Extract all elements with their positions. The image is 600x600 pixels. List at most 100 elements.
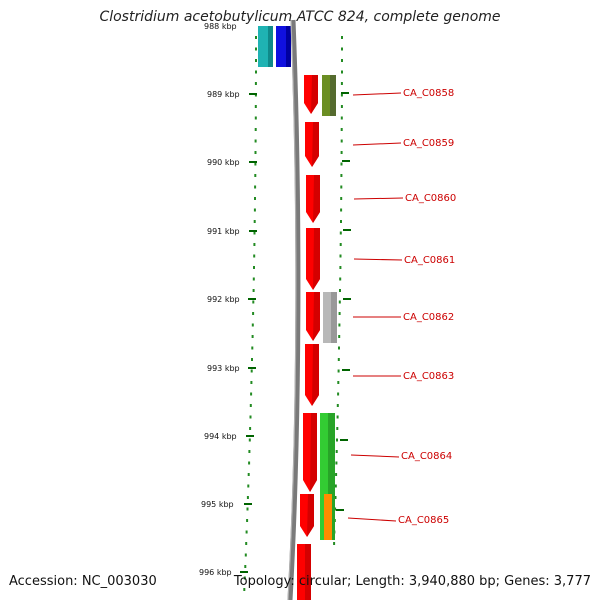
- axis-dot: [254, 151, 257, 154]
- gene-labels: CA_C0858 CA_C0859 CA_C0860 CA_C0861 CA_C…: [347, 88, 456, 526]
- axis-dot: [334, 484, 337, 488]
- axis-dot: [254, 116, 257, 120]
- axis-dot: [254, 185, 257, 189]
- axis-dot: [337, 369, 340, 373]
- scale-label: 990 kbp: [207, 158, 240, 167]
- gene-label-ca-c0865[interactable]: CA_C0865: [398, 515, 449, 526]
- axis-dot: [246, 507, 249, 511]
- feature-orange[interactable]: [324, 494, 332, 540]
- genome-backbone: [287, 19, 301, 600]
- axis-dot: [337, 381, 340, 384]
- axis-dot: [243, 588, 246, 591]
- axis-dot: [243, 576, 246, 580]
- gene-label-ca-c0864[interactable]: CA_C0864: [401, 451, 452, 462]
- gene-label-ca-c0862[interactable]: CA_C0862: [403, 312, 454, 323]
- axis-dot: [250, 381, 253, 384]
- axis-dot: [340, 151, 343, 154]
- gene-label-ca-c0858[interactable]: CA_C0858: [403, 88, 454, 99]
- axis-dot: [340, 162, 343, 166]
- scale-label: 988 kbp: [204, 22, 237, 31]
- axis-dot: [340, 197, 343, 200]
- axis-dot: [248, 438, 251, 442]
- axis-dot: [255, 47, 257, 51]
- axis-dot: [339, 231, 342, 235]
- topology-label: Topology: circular; Length: 3,940,880 bp…: [233, 574, 591, 589]
- axis-dot: [340, 185, 343, 189]
- axis-dot: [255, 59, 257, 62]
- axis-dot: [340, 116, 343, 120]
- scale-label: 996 kbp: [199, 568, 232, 577]
- scale-label: 992 kbp: [207, 295, 240, 304]
- scale-label: 989 kbp: [207, 90, 240, 99]
- axis-dot: [254, 162, 257, 166]
- axis-dot: [252, 312, 255, 315]
- axis-dot: [341, 70, 343, 74]
- axis-dot: [251, 346, 254, 350]
- scale-label: 993 kbp: [207, 364, 240, 373]
- axis-dot: [336, 404, 339, 407]
- axis-dot: [339, 254, 342, 258]
- axis-dot: [249, 427, 252, 430]
- axis-dot: [247, 473, 250, 476]
- axis-dot: [251, 335, 254, 338]
- axis-dot: [340, 82, 343, 85]
- axis-dot: [340, 128, 343, 131]
- axis-dot: [254, 82, 257, 85]
- axis-dot: [254, 139, 257, 143]
- axis-dot: [340, 220, 342, 223]
- gene-label-ca-c0863[interactable]: CA_C0863: [403, 371, 454, 382]
- axis-dot: [336, 438, 338, 442]
- axis-dot: [253, 208, 256, 212]
- axis-dot: [340, 105, 343, 108]
- axis-dot: [254, 128, 257, 131]
- scale-axis: [240, 36, 257, 591]
- axis-dot: [253, 220, 256, 223]
- axis-dot: [341, 47, 343, 51]
- axis-dot: [248, 450, 251, 453]
- accession-label: Accession: NC_003030: [9, 574, 157, 589]
- gene-track-forward: [297, 75, 320, 600]
- axis-dot: [335, 473, 338, 476]
- axis-dot: [251, 323, 254, 327]
- axis-dot: [337, 358, 340, 361]
- axis-dot: [339, 266, 342, 269]
- axis-dot: [339, 243, 342, 246]
- axis-dot: [341, 36, 343, 39]
- axis-dot: [251, 358, 253, 361]
- axis-dot: [338, 323, 341, 327]
- axis-dot: [338, 300, 341, 304]
- gene-label-ca-c0859[interactable]: CA_C0859: [403, 138, 454, 149]
- axis-dot: [250, 369, 253, 373]
- axis-dot: [244, 553, 247, 557]
- map-title: Clostridium acetobutylicum ATCC 824, com…: [99, 9, 501, 25]
- axis-dot: [246, 496, 249, 499]
- axis-dot: [254, 174, 257, 177]
- axis-dot: [248, 461, 251, 465]
- axis-dot: [254, 197, 256, 200]
- axis-dot: [249, 404, 252, 407]
- axis-dot: [336, 415, 339, 419]
- scale-label: 995 kbp: [201, 500, 234, 509]
- axis-dot: [246, 519, 249, 522]
- axis-dot: [255, 70, 257, 74]
- scale-label: 991 kbp: [207, 227, 240, 236]
- axis-dot: [253, 243, 256, 246]
- axis-dot: [253, 266, 255, 269]
- axis-dot: [339, 277, 342, 281]
- axis-dot: [338, 346, 340, 350]
- gene-label-ca-c0860[interactable]: CA_C0860: [405, 193, 456, 204]
- gene-label-ca-c0861[interactable]: CA_C0861: [404, 255, 455, 266]
- axis-dot: [245, 542, 248, 545]
- axis-dot: [339, 289, 341, 292]
- axis-dot: [340, 208, 343, 212]
- axis-dot: [253, 254, 256, 258]
- axis-dot: [245, 530, 248, 534]
- axis-dot: [338, 335, 341, 338]
- axis-dot: [247, 484, 250, 488]
- axis-dot: [255, 36, 257, 39]
- axis-dot: [340, 139, 343, 143]
- axis-dot: [338, 312, 341, 315]
- axis-dot: [334, 496, 337, 499]
- axis-dot: [252, 300, 255, 304]
